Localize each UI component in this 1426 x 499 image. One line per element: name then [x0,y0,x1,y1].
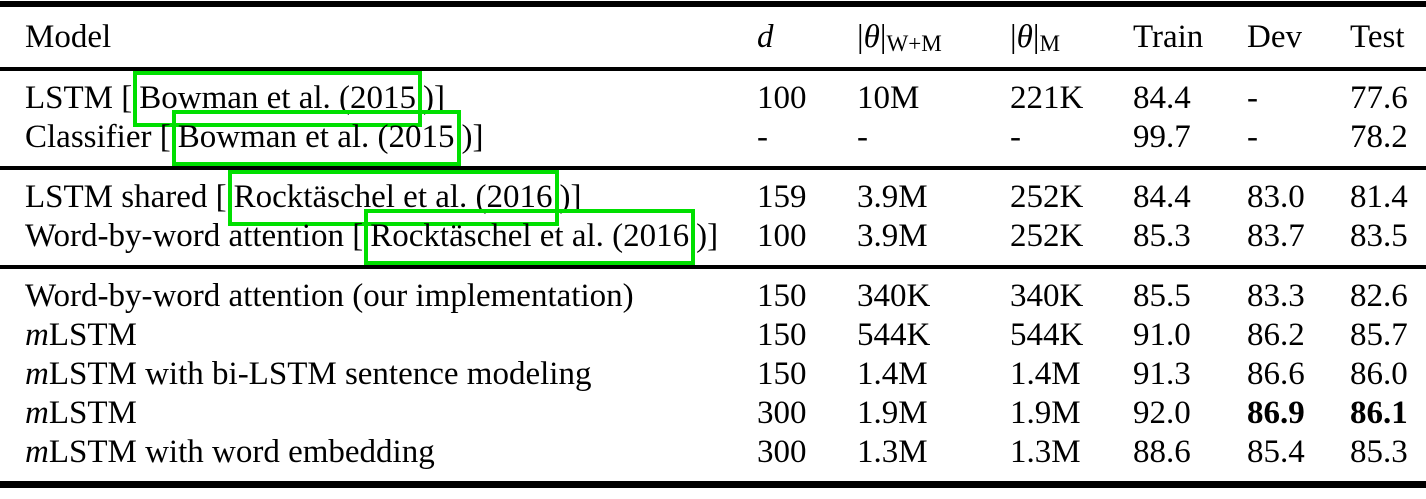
cell-model: LSTM shared [Rocktäschel et al. (2016)] [0,168,757,226]
table-header: Model d |θ|W+M |θ|M Train Dev Test [0,4,1426,69]
table-section-1: LSTM [Bowman et al. (2015)] 100 10M 221K 84.… [0,69,1426,168]
cell-test: 85.7 [1350,317,1408,353]
col-header-theta_m: |θ|M [1010,19,1060,57]
col-header-theta_wm: |θ|W+M [857,19,942,57]
cell-theta_wm: 1.9M [857,395,928,431]
cell-model: mLSTM [25,317,137,353]
cell-theta_wm: - [857,119,868,155]
table-row: Word-by-word attention (our implementati… [0,267,1426,316]
cell-theta_m: 544K [1010,317,1084,353]
cell-dev: 86.2 [1247,317,1305,353]
col-header-dev: Dev [1247,19,1302,55]
cell-dev: - [1247,119,1258,155]
table-row: LSTM shared [Rocktäschel et al. (2016)] 1… [0,168,1426,226]
cell-theta_m: 1.3M [1010,434,1081,470]
table-row: Word-by-word attention [Rocktäschel et a… [0,209,1426,267]
cell-dev: 83.3 [1247,278,1305,314]
col-header-d: d [757,19,774,55]
table-row: mLSTM with bi-LSTM sentence modeling 150 1… [0,355,1426,394]
cell-d: 150 [757,278,807,314]
cell-theta_wm: 10M [857,80,920,116]
italic-model-prefix: m [25,434,49,470]
header-row: Model d |θ|W+M |θ|M Train Dev Test [0,4,1426,69]
cell-theta_wm: 1.4M [857,356,928,392]
cell-theta_wm: 340K [857,278,931,314]
cell-train: 85.3 [1133,218,1191,254]
cell-train: 91.3 [1133,356,1191,392]
cell-d: 100 [757,80,807,116]
table-row: LSTM [Bowman et al. (2015)] 100 10M 221K 84.… [0,69,1426,127]
citation-link-box[interactable]: Bowman et al. (2015 [133,71,423,127]
cell-train: 91.0 [1133,317,1191,353]
cell-theta_m: 340K [1010,278,1084,314]
italic-model-prefix: m [25,356,49,392]
cell-theta_wm: 1.3M [857,434,928,470]
table-row: mLSTM 150 544K 544K 91.0 86.2 85.7 [0,316,1426,355]
cell-theta_wm: 3.9M [857,179,928,215]
cell-dev: 86.6 [1247,356,1305,392]
cell-model: Word-by-word attention (our implementati… [25,278,634,314]
cell-model: mLSTM with bi-LSTM sentence modeling [25,356,592,392]
table-section-3: Word-by-word attention (our implementati… [0,267,1426,485]
cell-test: 81.4 [1350,179,1408,215]
table-row: mLSTM 300 1.9M 1.9M 92.0 86.9 86.1 [0,394,1426,433]
italic-model-prefix: m [25,317,49,353]
cell-test: 86.0 [1350,356,1408,392]
cell-test: 78.2 [1350,119,1408,155]
cell-train: 99.7 [1133,119,1191,155]
cell-theta_wm: 3.9M [857,218,928,254]
cell-d: 300 [757,434,807,470]
citation-link-box[interactable]: Bowman et al. (2015 [171,110,461,166]
cell-d: 150 [757,356,807,392]
citation-link-box[interactable]: Rocktäschel et al. (2016 [364,209,696,265]
cell-d: 300 [757,395,807,431]
cell-train: 88.6 [1133,434,1191,470]
cell-test: 85.3 [1350,434,1408,470]
cell-model: Classifier [Bowman et al. (2015)] [0,110,757,168]
cell-train: 84.4 [1133,179,1191,215]
cell-test: 82.6 [1350,278,1408,314]
cell-theta_m: 1.4M [1010,356,1081,392]
cell-theta_m: - [1010,119,1021,155]
results-table: Model d |θ|W+M |θ|M Train Dev Test LSTM [Bowma… [0,1,1426,488]
cell-theta_wm: 544K [857,317,931,353]
col-header-test: Test [1350,19,1405,55]
cell-model: mLSTM [25,395,137,431]
cell-theta_m: 1.9M [1010,395,1081,431]
cell-model: Word-by-word attention [Rocktäschel et a… [0,209,757,267]
cell-dev: 83.0 [1247,179,1305,215]
cell-test: 86.1 [1350,395,1408,431]
cell-theta_m: 252K [1010,218,1084,254]
cell-theta_m: 252K [1010,179,1084,215]
cell-d: 100 [757,218,807,254]
cell-d: 150 [757,317,807,353]
cell-dev: 83.7 [1247,218,1305,254]
cell-train: 85.5 [1133,278,1191,314]
cell-d: 159 [757,179,807,215]
cell-dev: - [1247,80,1258,116]
cell-model: mLSTM with word embedding [25,434,435,470]
cell-model: LSTM [Bowman et al. (2015)] [0,69,757,127]
cell-test: 77.6 [1350,80,1408,116]
col-header-train: Train [1133,19,1204,55]
cell-theta_m: 221K [1010,80,1084,116]
cell-train: 92.0 [1133,395,1191,431]
table-row: mLSTM with word embedding 300 1.3M 1.3M 88.6… [0,433,1426,485]
cell-d: - [757,119,768,155]
cell-train: 84.4 [1133,80,1191,116]
cell-test: 83.5 [1350,218,1408,254]
table-section-2: LSTM shared [Rocktäschel et al. (2016)] 1… [0,168,1426,267]
cell-dev: 85.4 [1247,434,1305,470]
cell-dev: 86.9 [1247,395,1305,431]
citation-link-box[interactable]: Rocktäschel et al. (2016 [227,170,559,226]
table-row: Classifier [Bowman et al. (2015)] - - -99.7… [0,110,1426,168]
col-header-model: Model [25,19,112,55]
italic-model-prefix: m [25,395,49,431]
